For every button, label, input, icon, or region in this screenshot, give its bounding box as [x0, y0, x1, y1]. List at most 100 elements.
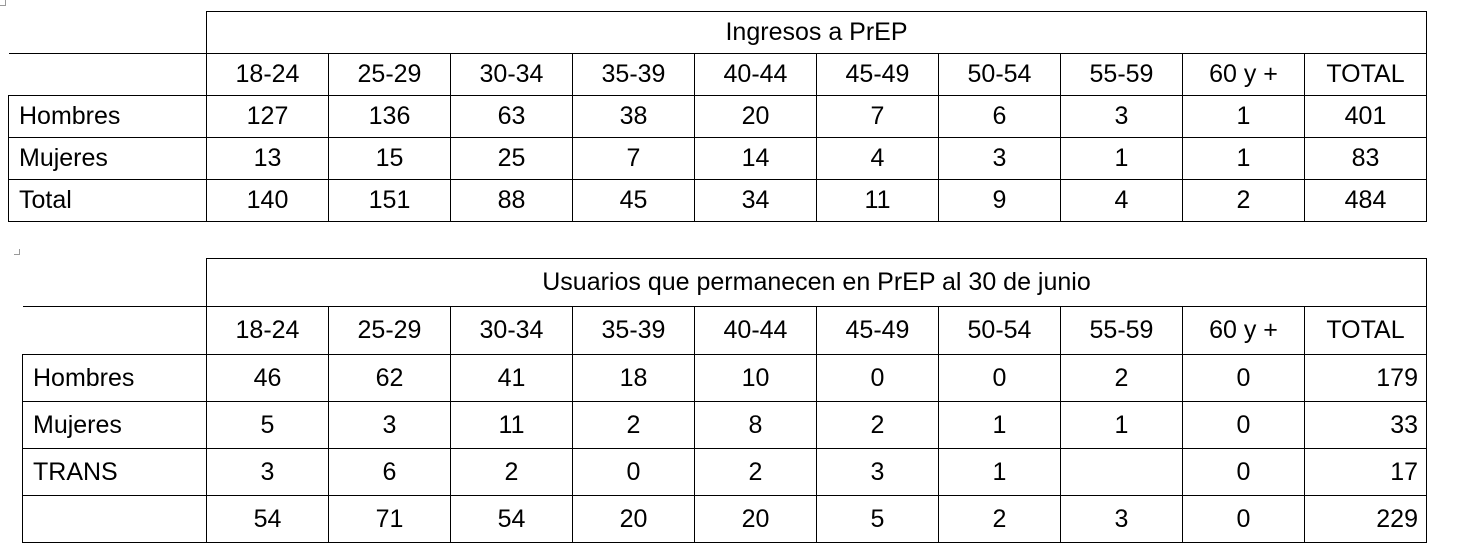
table-cell: 179 — [1304, 354, 1427, 402]
table-cell: 2 — [938, 495, 1061, 543]
table-cell: 41 — [450, 354, 573, 402]
table-cell: 10 — [694, 354, 817, 402]
table-cell: 54 — [206, 495, 329, 543]
table-cell: 18 — [572, 354, 695, 402]
table-cell: 2 — [1060, 354, 1183, 402]
table-cell: 0 — [1182, 495, 1305, 543]
table-cell — [1060, 448, 1183, 496]
table-cell: 83 — [1304, 137, 1427, 180]
column-header: 25-29 — [328, 306, 451, 355]
header-row: 18-24 25-29 30-34 35-39 40-44 45-49 50-5… — [22, 306, 1427, 355]
table-cell: 0 — [816, 354, 939, 402]
row-label: TRANS — [22, 448, 207, 496]
blank-cell — [22, 306, 207, 355]
table-cell: 71 — [328, 495, 451, 543]
table-cell: 3 — [206, 448, 329, 496]
table-cell: 62 — [328, 354, 451, 402]
column-header: TOTAL — [1304, 306, 1427, 355]
column-header: 55-59 — [1060, 306, 1183, 355]
column-header: 30-34 — [450, 306, 573, 355]
table-cell: 8 — [694, 401, 817, 449]
header-row: 18-24 25-29 30-34 35-39 40-44 45-49 50-5… — [8, 53, 1427, 96]
table-cell: 2 — [450, 448, 573, 496]
table-title: Usuarios que permanecen en PrEP al 30 de… — [206, 258, 1427, 307]
table-row: Hombres 127 136 63 38 20 7 6 3 1 401 — [8, 95, 1427, 138]
table-cell: 136 — [328, 95, 451, 138]
table-cell: 151 — [328, 179, 451, 222]
row-label: Mujeres — [22, 401, 207, 449]
blank-cell — [8, 53, 207, 96]
column-header: 40-44 — [694, 53, 817, 96]
row-label — [22, 495, 207, 543]
blank-cell — [8, 11, 207, 54]
table-cell: 34 — [694, 179, 817, 222]
table-cell: 15 — [328, 137, 451, 180]
table-row: Total 140 151 88 45 34 11 9 4 2 484 — [8, 179, 1427, 222]
table-cell: 17 — [1304, 448, 1427, 496]
row-label: Hombres — [8, 95, 207, 138]
column-header: 60 y + — [1182, 53, 1305, 96]
table-cell: 45 — [572, 179, 695, 222]
column-header: 45-49 — [816, 53, 939, 96]
table-cell: 3 — [1060, 95, 1183, 138]
blank-cell — [22, 258, 207, 307]
table-cell: 46 — [206, 354, 329, 402]
table-cell: 2 — [1182, 179, 1305, 222]
table-row: Mujeres 13 15 25 7 14 4 3 1 1 83 — [8, 137, 1427, 180]
table-cell: 2 — [694, 448, 817, 496]
row-label: Mujeres — [8, 137, 207, 180]
table-cell: 3 — [328, 401, 451, 449]
table-cell: 0 — [1182, 401, 1305, 449]
table-cell: 63 — [450, 95, 573, 138]
table-cell: 1 — [1060, 401, 1183, 449]
table-cell: 127 — [206, 95, 329, 138]
table-cell: 20 — [694, 95, 817, 138]
column-header: 25-29 — [328, 53, 451, 96]
column-header: 35-39 — [572, 53, 695, 96]
column-header: 60 y + — [1182, 306, 1305, 355]
table-cell: 0 — [1182, 448, 1305, 496]
column-header: 50-54 — [938, 306, 1061, 355]
table-cell: 5 — [206, 401, 329, 449]
table-cell: 2 — [572, 401, 695, 449]
table-cell: 1 — [1182, 137, 1305, 180]
table-cell: 5 — [816, 495, 939, 543]
table-cell: 38 — [572, 95, 695, 138]
table-cell: 20 — [572, 495, 695, 543]
table-cell: 484 — [1304, 179, 1427, 222]
table-cell: 1 — [1182, 95, 1305, 138]
table-cell: 11 — [450, 401, 573, 449]
table-cell: 14 — [694, 137, 817, 180]
column-header: 40-44 — [694, 306, 817, 355]
table-row: Hombres 46 62 41 18 10 0 0 2 0 179 — [22, 354, 1427, 402]
table-cell: 20 — [694, 495, 817, 543]
table-cell: 6 — [938, 95, 1061, 138]
table-cell: 13 — [206, 137, 329, 180]
column-header: 18-24 — [206, 53, 329, 96]
table-title: Ingresos a PrEP — [206, 11, 1427, 54]
table-cell: 0 — [572, 448, 695, 496]
column-header: 30-34 — [450, 53, 573, 96]
usuarios-table: Usuarios que permanecen en PrEP al 30 de… — [22, 258, 1427, 543]
table-cell: 140 — [206, 179, 329, 222]
ingresos-table: Ingresos a PrEP 18-24 25-29 30-34 35-39 … — [8, 11, 1427, 222]
table-cell: 4 — [1060, 179, 1183, 222]
corner-mark — [0, 0, 6, 6]
table-cell: 7 — [572, 137, 695, 180]
table-cell: 33 — [1304, 401, 1427, 449]
column-header: TOTAL — [1304, 53, 1427, 96]
table-row: 54 71 54 20 20 5 2 3 0 229 — [22, 495, 1427, 543]
row-label: Hombres — [22, 354, 207, 402]
table-cell: 3 — [1060, 495, 1183, 543]
table-title-row: Ingresos a PrEP — [8, 11, 1427, 54]
table-cell: 3 — [938, 137, 1061, 180]
column-header: 55-59 — [1060, 53, 1183, 96]
corner-mark — [14, 249, 20, 255]
table-cell: 11 — [816, 179, 939, 222]
table-cell: 1 — [938, 448, 1061, 496]
table-cell: 25 — [450, 137, 573, 180]
table-cell: 1 — [938, 401, 1061, 449]
table-title-row: Usuarios que permanecen en PrEP al 30 de… — [22, 258, 1427, 307]
table-cell: 88 — [450, 179, 573, 222]
table-cell: 229 — [1304, 495, 1427, 543]
